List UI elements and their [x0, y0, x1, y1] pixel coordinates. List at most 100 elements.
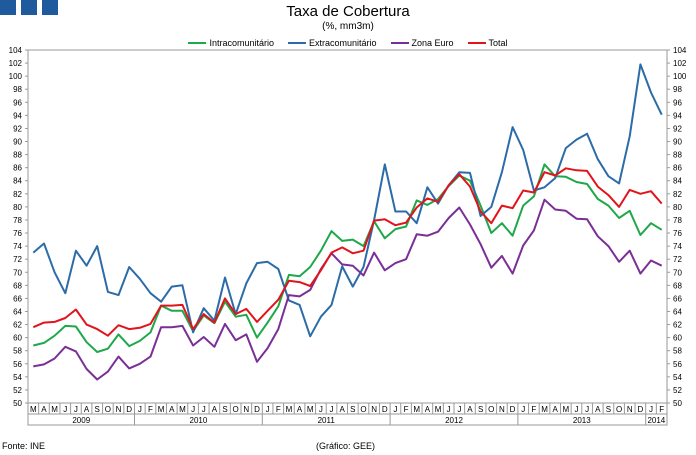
- legend-label: Extracomunitário: [308, 38, 377, 48]
- x-tick-label-month: J: [138, 405, 142, 414]
- x-tick-label-month: N: [627, 405, 633, 414]
- y-tick-label-left: 102: [9, 59, 23, 68]
- legend-item: Intracomunitário: [188, 38, 274, 48]
- x-tick-label-month: J: [447, 405, 451, 414]
- x-tick-label-month: M: [179, 405, 186, 414]
- x-tick-label-month: A: [169, 405, 175, 414]
- y-tick-label-right: 80: [673, 203, 682, 212]
- legend-swatch: [390, 42, 409, 44]
- y-tick-label-left: 88: [13, 151, 22, 160]
- chart-title: Taxa de Cobertura: [286, 3, 410, 20]
- x-tick-label-month: M: [435, 405, 442, 414]
- x-tick-label-month: O: [488, 405, 494, 414]
- y-tick-label-right: 86: [673, 164, 682, 173]
- y-tick-label-right: 60: [673, 334, 682, 343]
- y-tick-label-left: 90: [13, 138, 22, 147]
- chart-legend: Intracomunitário Extracomunitário Zona Eur…: [0, 36, 696, 48]
- y-tick-label-left: 52: [13, 386, 22, 395]
- y-tick-label-right: 76: [673, 229, 682, 238]
- x-tick-label-month: F: [148, 405, 153, 414]
- x-tick-label-month: O: [105, 405, 111, 414]
- x-tick-label-month: A: [297, 405, 303, 414]
- x-tick-label-month: J: [521, 405, 525, 414]
- y-tick-label-left: 80: [13, 203, 22, 212]
- y-tick-label-left: 74: [13, 242, 22, 251]
- x-tick-label-month: D: [126, 405, 132, 414]
- y-tick-label-right: 58: [673, 347, 682, 356]
- y-tick-label-right: 52: [673, 386, 682, 395]
- x-tick-label-month: S: [606, 405, 611, 414]
- x-tick-label-month: A: [340, 405, 346, 414]
- x-tick-label-month: N: [371, 405, 377, 414]
- x-tick-label-month: A: [553, 405, 559, 414]
- y-tick-label-right: 62: [673, 321, 682, 330]
- y-tick-label-left: 64: [13, 307, 22, 316]
- y-tick-label-left: 68: [13, 281, 22, 290]
- x-tick-label-month: D: [637, 405, 643, 414]
- legend-label: Zona Euro: [411, 38, 454, 48]
- y-tick-label-right: 54: [673, 373, 682, 382]
- x-tick-label-month: O: [360, 405, 366, 414]
- y-tick-label-right: 56: [673, 360, 682, 369]
- x-tick-label-month: A: [41, 405, 47, 414]
- x-tick-label-month: M: [541, 405, 548, 414]
- y-tick-label-right: 104: [673, 46, 687, 55]
- y-tick-label-left: 104: [9, 46, 23, 55]
- y-tick-label-left: 78: [13, 216, 22, 225]
- y-tick-label-right: 98: [673, 85, 682, 94]
- y-tick-label-right: 64: [673, 307, 682, 316]
- y-tick-label-left: 82: [13, 190, 22, 199]
- series-line-total: [32, 167, 663, 337]
- legend-label: Intracomunitário: [209, 38, 274, 48]
- x-tick-label-month: J: [574, 405, 578, 414]
- logo-square-2: [21, 0, 37, 15]
- y-tick-label-left: 54: [13, 373, 22, 382]
- y-tick-label-left: 92: [13, 124, 22, 133]
- x-tick-label-month: N: [243, 405, 249, 414]
- x-tick-label-month: M: [158, 405, 165, 414]
- x-tick-label-month: A: [212, 405, 218, 414]
- legend-item: Total: [467, 38, 508, 48]
- y-tick-label-right: 50: [673, 399, 682, 408]
- x-tick-label-month: S: [222, 405, 227, 414]
- x-tick-label-year: 2014: [647, 416, 665, 425]
- x-tick-label-month: M: [307, 405, 314, 414]
- x-tick-label-month: S: [478, 405, 483, 414]
- y-tick-label-left: 84: [13, 177, 22, 186]
- x-tick-label-month: M: [51, 405, 58, 414]
- y-tick-label-right: 78: [673, 216, 682, 225]
- y-tick-label-right: 100: [673, 72, 687, 81]
- legend-swatch: [188, 42, 207, 44]
- x-tick-label-month: J: [319, 405, 323, 414]
- legend-item: Zona Euro: [390, 38, 454, 48]
- y-tick-label-left: 58: [13, 347, 22, 356]
- chart-subtitle: (%, mm3m): [322, 21, 374, 32]
- y-tick-label-right: 82: [673, 190, 682, 199]
- x-tick-label-month: S: [95, 405, 100, 414]
- x-tick-label-month: D: [254, 405, 260, 414]
- legend-swatch: [467, 42, 486, 44]
- x-tick-label-year: 2009: [72, 416, 90, 425]
- x-tick-label-year: 2013: [573, 416, 591, 425]
- x-tick-label-month: J: [330, 405, 334, 414]
- x-tick-label-month: J: [393, 405, 397, 414]
- y-tick-label-right: 66: [673, 294, 682, 303]
- y-tick-label-right: 90: [673, 138, 682, 147]
- y-tick-label-left: 50: [13, 399, 22, 408]
- x-tick-label-month: J: [63, 405, 67, 414]
- y-tick-label-right: 84: [673, 177, 682, 186]
- credit-note: (Gráfico: GEE): [316, 441, 376, 451]
- legend-item: Extracomunitário: [287, 38, 377, 48]
- x-tick-label-month: N: [116, 405, 122, 414]
- y-tick-label-left: 94: [13, 111, 22, 120]
- y-tick-label-left: 72: [13, 255, 22, 264]
- x-tick-label-month: J: [649, 405, 653, 414]
- x-tick-label-month: M: [413, 405, 420, 414]
- y-tick-label-right: 88: [673, 151, 682, 160]
- x-tick-label-month: M: [286, 405, 293, 414]
- y-tick-label-left: 98: [13, 85, 22, 94]
- y-tick-label-right: 92: [673, 124, 682, 133]
- y-tick-label-left: 76: [13, 229, 22, 238]
- source-note: Fonte: INE: [2, 441, 46, 451]
